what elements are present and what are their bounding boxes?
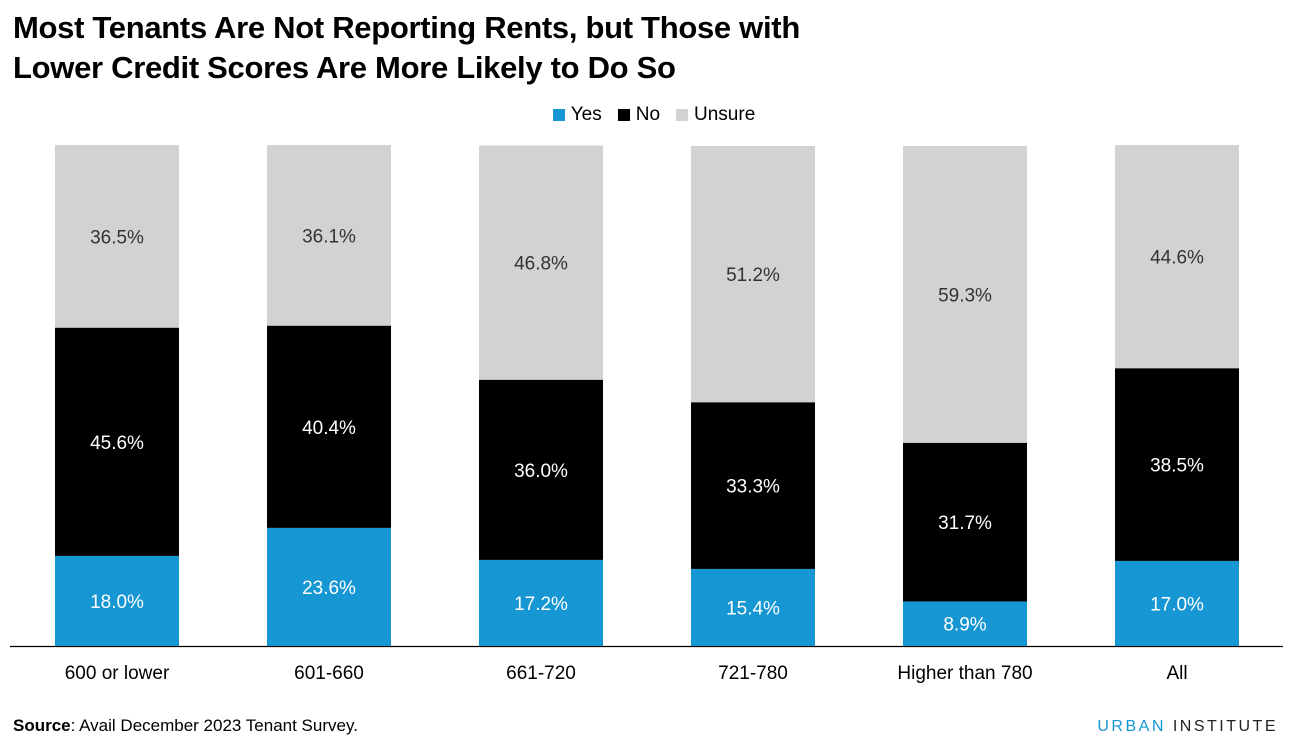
legend-label-yes: Yes: [570, 104, 602, 125]
x-tick-label-0: 600 or lower: [65, 663, 170, 684]
bar-yes-0: [55, 555, 179, 646]
bar-unsure-5: [1115, 144, 1239, 369]
data-label-no-3: 33.3%: [726, 477, 780, 498]
logo-institute: INSTITUTE: [1172, 718, 1278, 735]
data-label-yes-5: 17.0%: [1150, 594, 1204, 615]
chart-title: Most Tenants Are Not Reporting Rents, bu…: [13, 8, 913, 88]
bar-no-3: [691, 402, 815, 569]
legend-item-unsure: Unsure: [676, 104, 755, 126]
data-label-unsure-3: 51.2%: [726, 265, 780, 286]
data-label-unsure-1: 36.1%: [302, 226, 356, 247]
legend-swatch-yes: [552, 109, 565, 121]
logo-urban: URBAN: [1097, 718, 1166, 735]
source-text: : Avail December 2023 Tenant Survey.: [70, 716, 358, 735]
bar-yes-1: [267, 527, 391, 646]
data-label-unsure-5: 44.6%: [1150, 248, 1204, 269]
bar-no-1: [267, 325, 391, 528]
bar-no-4: [903, 442, 1027, 602]
x-tick-label-3: 721-780: [718, 663, 788, 684]
chart-title-line-2: Lower Credit Scores Are More Likely to D…: [13, 50, 676, 85]
bar-unsure-3: [691, 146, 815, 403]
bar-yes-2: [479, 559, 603, 646]
data-label-no-2: 36.0%: [514, 461, 568, 482]
bar-yes-4: [903, 601, 1027, 646]
bar-unsure-0: [55, 144, 179, 328]
data-label-no-5: 38.5%: [1150, 456, 1204, 477]
bar-no-5: [1115, 368, 1239, 561]
bar-yes-5: [1115, 560, 1239, 646]
x-tick-label-5: All: [1166, 663, 1187, 684]
data-label-yes-1: 23.6%: [302, 578, 356, 599]
data-label-yes-2: 17.2%: [514, 594, 568, 615]
legend: Yes No Unsure: [0, 104, 1308, 126]
data-label-unsure-4: 59.3%: [938, 285, 992, 306]
data-label-yes-3: 15.4%: [726, 598, 780, 619]
bar-no-2: [479, 379, 603, 560]
legend-item-yes: Yes: [552, 104, 602, 126]
x-tick-label-1: 601-660: [294, 663, 364, 684]
bar-yes-3: [691, 568, 815, 646]
data-label-yes-4: 8.9%: [943, 615, 986, 636]
data-label-no-1: 40.4%: [302, 418, 356, 439]
legend-swatch-unsure: [676, 109, 689, 121]
x-tick-label-4: Higher than 780: [897, 663, 1032, 684]
legend-item-no: No: [617, 104, 661, 126]
urban-institute-logo: URBAN INSTITUTE: [1097, 718, 1278, 736]
legend-label-unsure: Unsure: [694, 104, 756, 125]
bar-unsure-2: [479, 145, 603, 380]
legend-label-no: No: [635, 104, 661, 125]
data-label-unsure-2: 46.8%: [514, 254, 568, 275]
chart-title-line-1: Most Tenants Are Not Reporting Rents, bu…: [13, 10, 800, 45]
data-label-no-0: 45.6%: [90, 433, 144, 454]
legend-swatch-no: [617, 109, 630, 121]
data-label-no-4: 31.7%: [938, 513, 992, 534]
bar-no-0: [55, 327, 179, 556]
bar-unsure-4: [903, 146, 1027, 443]
x-tick-label-2: 661-720: [506, 663, 576, 684]
source-note: Source: Avail December 2023 Tenant Surve…: [13, 716, 358, 736]
data-label-yes-0: 18.0%: [90, 592, 144, 613]
source-label: Source: [13, 716, 71, 735]
data-label-unsure-0: 36.5%: [90, 227, 144, 248]
bar-unsure-1: [267, 144, 391, 326]
